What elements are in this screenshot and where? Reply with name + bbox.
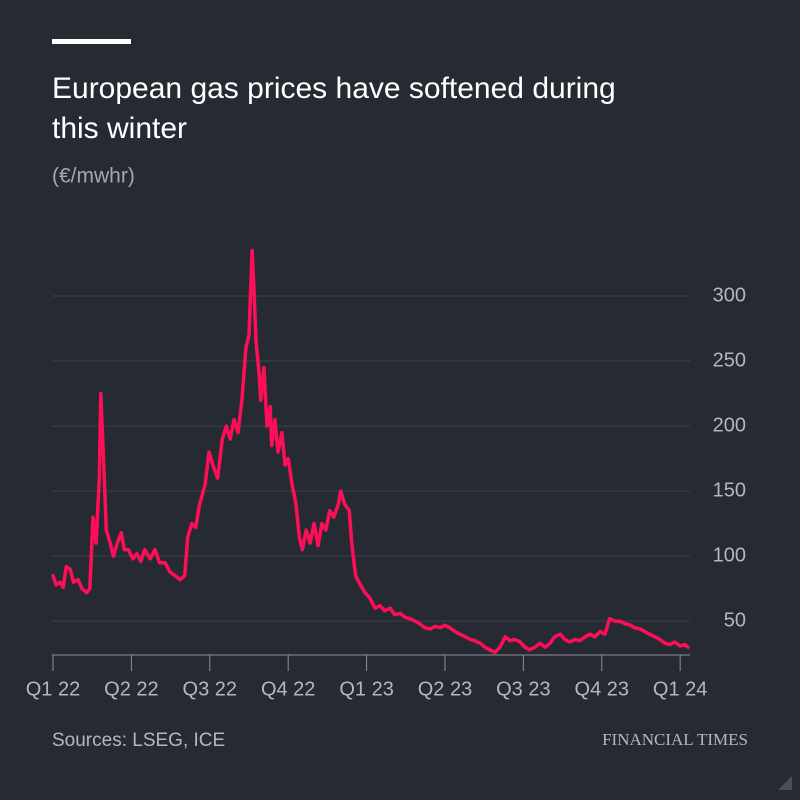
x-tick-label: Q4 23 bbox=[575, 678, 629, 700]
y-tick-label: 50 bbox=[724, 609, 746, 631]
price-line bbox=[51, 248, 690, 655]
x-tick-label: Q3 22 bbox=[183, 678, 237, 700]
x-tick-label: Q1 24 bbox=[653, 678, 707, 700]
x-tick-label: Q3 23 bbox=[496, 678, 550, 700]
x-tick-label: Q1 23 bbox=[339, 678, 393, 700]
y-tick-label: 150 bbox=[713, 479, 746, 501]
corner-mark bbox=[778, 776, 792, 790]
x-tick-label: Q1 22 bbox=[26, 678, 80, 700]
y-tick-label: 300 bbox=[713, 284, 746, 306]
header-bar bbox=[52, 39, 131, 44]
chart-title: European gas prices have softened during bbox=[52, 72, 616, 105]
x-tick-label: Q4 22 bbox=[261, 678, 315, 700]
chart-subtitle: (€/mwhr) bbox=[52, 165, 135, 188]
brand: FINANCIAL TIMES bbox=[602, 730, 748, 749]
y-tick-label: 250 bbox=[713, 349, 746, 371]
x-tick-label: Q2 22 bbox=[104, 678, 158, 700]
x-tick-label: Q2 23 bbox=[418, 678, 472, 700]
y-tick-label: 100 bbox=[713, 544, 746, 566]
chart-title: this winter bbox=[52, 112, 187, 145]
y-tick-label: 200 bbox=[713, 414, 746, 436]
source: Sources: LSEG, ICE bbox=[52, 730, 225, 751]
